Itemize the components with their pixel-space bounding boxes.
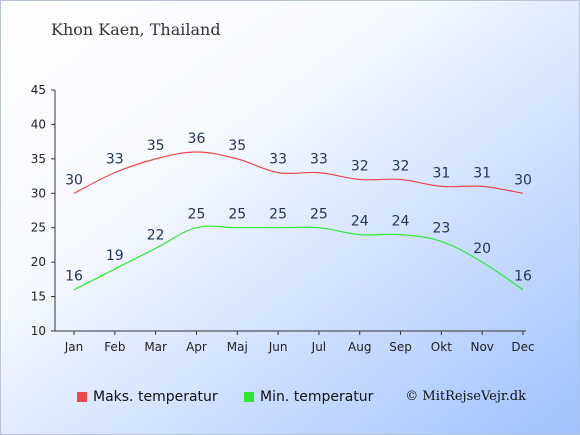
data-label-min: 16 [514, 269, 532, 285]
y-tick-label: 20 [31, 255, 46, 269]
data-label-max: 35 [147, 138, 165, 154]
data-label-max: 30 [65, 172, 83, 188]
legend-label-min: Min. temperatur [260, 389, 374, 405]
x-tick-label: Feb [104, 340, 125, 354]
legend-swatch-max [77, 392, 87, 402]
x-tick-label: Mar [144, 340, 167, 354]
data-label-max: 32 [392, 159, 410, 175]
data-label-min: 20 [473, 241, 491, 257]
legend-swatch-min [244, 392, 254, 402]
data-label-max: 33 [106, 152, 124, 168]
data-label-max: 33 [269, 152, 287, 168]
x-tick-label: Jan [64, 340, 84, 354]
legend-item-min: Min. temperatur [244, 389, 373, 405]
data-label-min: 16 [65, 269, 83, 285]
y-tick-label: 15 [31, 290, 46, 304]
data-label-max: 35 [228, 138, 246, 154]
y-tick-label: 25 [31, 221, 46, 235]
x-tick-label: Jun [268, 340, 288, 354]
y-tick-label: 45 [31, 83, 46, 97]
y-tick-label: 35 [31, 152, 46, 166]
data-label-min: 19 [106, 248, 124, 264]
data-label-min: 24 [392, 214, 410, 230]
x-tick-label: Apr [186, 340, 207, 354]
y-tick-label: 10 [31, 324, 46, 338]
y-tick-label: 30 [31, 186, 46, 200]
data-label-max: 36 [188, 131, 206, 147]
data-label-min: 25 [310, 207, 328, 223]
x-tick-label: Sep [389, 340, 412, 354]
x-tick-label: Maj [227, 340, 248, 354]
legend-label-max: Maks. temperatur [93, 389, 218, 405]
data-label-min: 25 [269, 207, 287, 223]
credit-text: © MitRejseVejr.dk [405, 389, 526, 404]
y-tick-label: 40 [31, 117, 46, 131]
data-label-max: 31 [473, 165, 491, 181]
data-label-min: 22 [147, 227, 165, 243]
data-label-min: 25 [228, 207, 246, 223]
legend-item-max: Maks. temperatur [77, 389, 218, 405]
x-tick-label: Okt [431, 340, 452, 354]
x-tick-label: Nov [470, 340, 493, 354]
data-label-max: 32 [351, 159, 369, 175]
x-tick-label: Dec [511, 340, 534, 354]
chart-title: Khon Kaen, Thailand [51, 20, 221, 39]
data-label-max: 30 [514, 172, 532, 188]
series-line-max [73, 151, 524, 194]
data-label-min: 23 [432, 220, 450, 236]
x-tick-label: Jul [311, 340, 326, 354]
data-label-max: 31 [432, 165, 450, 181]
x-tick-label: Aug [348, 340, 371, 354]
data-label-min: 24 [351, 214, 369, 230]
series-line-min [73, 225, 524, 291]
data-label-min: 25 [188, 207, 206, 223]
data-label-max: 33 [310, 152, 328, 168]
